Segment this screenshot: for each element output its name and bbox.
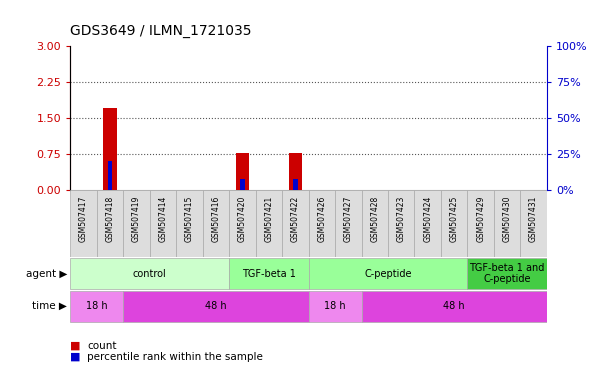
Text: GSM507414: GSM507414 [158,195,167,242]
FancyBboxPatch shape [229,258,309,289]
FancyBboxPatch shape [335,190,362,257]
FancyBboxPatch shape [282,190,309,257]
Text: GSM507416: GSM507416 [211,195,221,242]
Text: 18 h: 18 h [324,301,346,311]
Text: 48 h: 48 h [444,301,465,311]
Text: GDS3649 / ILMN_1721035: GDS3649 / ILMN_1721035 [70,25,252,38]
Text: GSM507417: GSM507417 [79,195,88,242]
Text: time ▶: time ▶ [32,301,67,311]
FancyBboxPatch shape [70,291,123,322]
FancyBboxPatch shape [441,190,467,257]
FancyBboxPatch shape [255,190,282,257]
FancyBboxPatch shape [414,190,441,257]
Text: ■: ■ [70,352,81,362]
FancyBboxPatch shape [467,258,547,289]
Text: GSM507421: GSM507421 [265,195,273,242]
Text: 48 h: 48 h [205,301,227,311]
Text: GSM507428: GSM507428 [370,195,379,242]
Text: 18 h: 18 h [86,301,108,311]
FancyBboxPatch shape [362,291,547,322]
Text: GSM507430: GSM507430 [503,195,511,242]
FancyBboxPatch shape [309,258,467,289]
Text: GSM507422: GSM507422 [291,195,300,242]
Bar [289,153,302,190]
FancyBboxPatch shape [70,258,229,289]
FancyBboxPatch shape [521,190,547,257]
Text: GSM507427: GSM507427 [344,195,353,242]
FancyBboxPatch shape [362,190,388,257]
FancyBboxPatch shape [123,291,309,322]
Text: GSM507418: GSM507418 [106,195,114,242]
FancyBboxPatch shape [176,190,203,257]
Text: GSM507424: GSM507424 [423,195,432,242]
Text: GSM507425: GSM507425 [450,195,459,242]
Text: agent ▶: agent ▶ [26,268,67,279]
Text: GSM507423: GSM507423 [397,195,406,242]
FancyBboxPatch shape [70,190,97,257]
FancyBboxPatch shape [494,190,521,257]
Text: count: count [87,341,117,351]
FancyBboxPatch shape [203,190,229,257]
Text: percentile rank within the sample: percentile rank within the sample [87,352,263,362]
FancyBboxPatch shape [150,190,176,257]
Text: GSM507426: GSM507426 [317,195,326,242]
FancyBboxPatch shape [97,190,123,257]
FancyBboxPatch shape [309,291,362,322]
FancyBboxPatch shape [229,190,255,257]
Bar [236,153,249,190]
Text: GSM507420: GSM507420 [238,195,247,242]
Text: GSM507429: GSM507429 [476,195,485,242]
FancyBboxPatch shape [467,190,494,257]
Text: GSM507415: GSM507415 [185,195,194,242]
Bar [293,179,298,190]
Bar [103,108,117,190]
Text: control: control [133,268,167,279]
Text: GSM507431: GSM507431 [529,195,538,242]
FancyBboxPatch shape [388,190,414,257]
Bar [240,179,245,190]
Text: TGF-beta 1 and
C-peptide: TGF-beta 1 and C-peptide [469,263,545,285]
Text: TGF-beta 1: TGF-beta 1 [242,268,296,279]
FancyBboxPatch shape [309,190,335,257]
Text: ■: ■ [70,341,81,351]
Text: C-peptide: C-peptide [364,268,412,279]
Bar [108,161,112,190]
FancyBboxPatch shape [123,190,150,257]
Text: GSM507419: GSM507419 [132,195,141,242]
